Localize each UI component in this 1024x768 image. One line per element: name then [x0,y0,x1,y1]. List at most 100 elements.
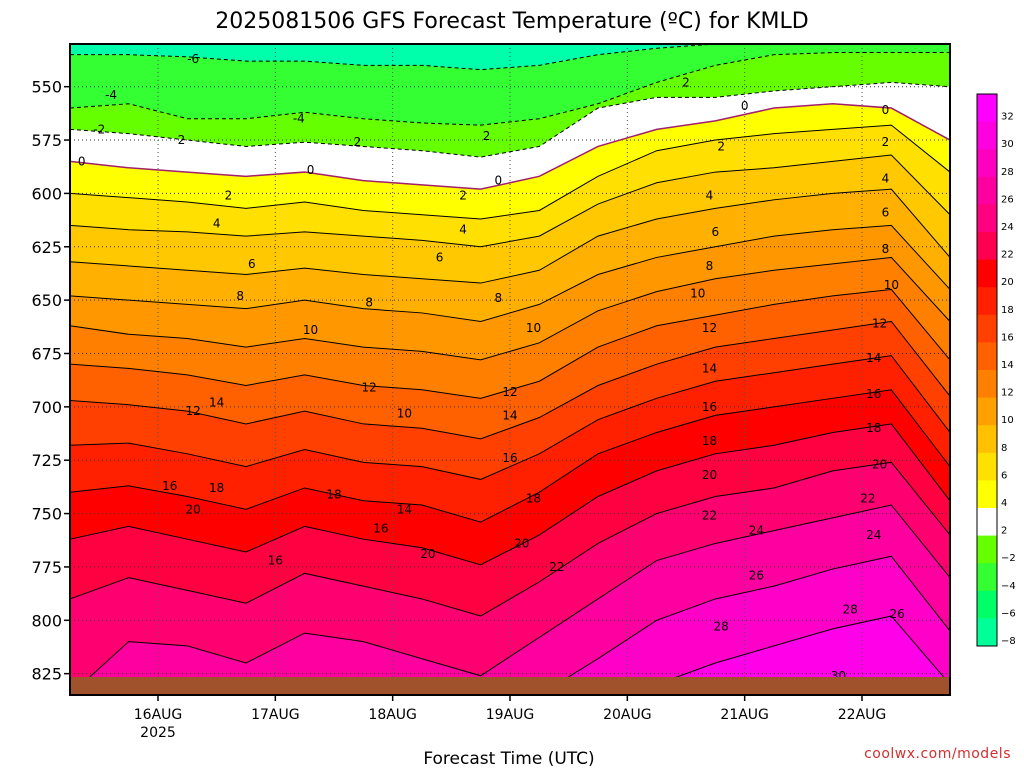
colorbar-label: 22 [1001,250,1014,261]
temperature-bands [70,44,950,696]
contour-label: 4 [706,189,714,203]
contour-label: 16 [268,554,283,568]
contour-label: 20 [702,468,717,482]
contour-label: 20 [186,502,201,516]
band-above-28 [70,616,950,695]
colorbar-label: −2 [1001,553,1016,564]
y-tick-label: 675 [31,344,62,363]
contour-label: 20 [420,547,435,561]
colorbar-label: 32 [1001,112,1014,123]
x-axis-title: Forecast Time (UTC) [423,749,594,768]
contour-label: 6 [248,257,256,271]
y-tick-label: 700 [31,398,62,417]
y-tick-label: 625 [31,238,62,257]
contour-label: 16 [702,400,717,414]
colorbar-label: 12 [1001,388,1014,399]
contour-22 [69,461,951,617]
colorbar-swatch [977,259,997,288]
x-tick-sublabel: 2025 [140,725,176,741]
y-tick-label: 650 [31,291,62,310]
contour-label: 0 [307,163,315,177]
contour-label: 0 [78,154,86,168]
chart-title: 2025081506 GFS Forecast Temperature (ºC)… [215,9,808,34]
contour-label: 4 [459,223,467,237]
contour-24 [69,504,951,696]
contour-label: 8 [706,259,714,273]
x-tick-label: 21AUG [720,707,769,723]
contour-4 [69,154,951,248]
contour-label: 6 [436,250,444,264]
contour-label: -4 [105,88,117,102]
y-tick-label: 750 [31,505,62,524]
contour-2 [69,124,951,220]
contour-label: 4 [882,171,890,185]
colorbar-label: 26 [1001,194,1014,205]
contour-label: 22 [702,509,717,523]
x-tick-label: 17AUG [251,707,300,723]
x-tick-label: 20AUG [603,707,652,723]
contour-label: 28 [714,620,729,634]
colorbar-swatch [977,618,997,647]
colorbar-swatch [977,232,997,261]
contour-label: 8 [882,242,890,256]
contour-label: 12 [186,404,201,418]
grid-lines [70,44,950,695]
colorbar-swatch [977,425,997,454]
colorbar-swatch [977,342,997,371]
y-tick-label: 775 [31,558,62,577]
contour-label: 24 [749,524,764,538]
x-tick-label: 16AUG [134,707,183,723]
colorbar-swatch [977,563,997,592]
contour-labels: -6-4-202-4202468101214162018161816142086… [78,52,905,683]
contour-label: 22 [860,492,875,506]
contour-label: 12 [702,321,717,335]
colorbar-label: 8 [1001,443,1007,454]
colorbar-label: −6 [1001,608,1016,619]
contour-label: 0 [494,174,502,188]
contour-label: 2 [882,135,890,149]
contour-label: 16 [373,522,388,536]
colorbar-label: −4 [1001,581,1016,592]
contour-label: 18 [866,421,881,435]
contour-label: 2 [178,133,186,147]
contour-12 [69,288,951,399]
contour-label: 10 [526,321,541,335]
colorbar-swatch [977,149,997,178]
contour-6 [69,188,951,284]
contour-label: 0 [882,103,890,117]
colorbar-frame [976,93,998,647]
contour-label: 0 [741,99,749,113]
colorbar-label: 28 [1001,167,1014,178]
contour-label: 14 [397,502,412,516]
colorbar-swatch [977,535,997,564]
contour-label: 2 [483,129,491,143]
colorbar-label: 10 [1001,415,1014,426]
contour-label: 2 [354,135,362,149]
contour-label: 16 [502,451,517,465]
colorbar-swatch [977,480,997,509]
y-tick-label: 575 [31,131,62,150]
colorbar-swatch [977,452,997,481]
contour-label: 18 [526,492,541,506]
contour-label: 20 [514,536,529,550]
contour-label: -2 [93,122,105,136]
colorbar-label: 2 [1001,526,1007,537]
contour-label: 10 [690,287,705,301]
colorbar-swatch [977,508,997,537]
contour-label: 12 [872,317,887,331]
contour--4 [69,52,950,126]
x-tick-label: 22AUG [838,707,887,723]
x-axis: 16AUG 2025 17AUG 18AUG 19AUG 20AUG 21AUG 22AUG [134,695,887,741]
colorbar-label: 6 [1001,470,1007,481]
contour-label: 20 [872,457,887,471]
contour-20 [69,423,951,566]
contour-label: 2 [682,75,690,89]
colorbar-label: 16 [1001,332,1014,343]
colorbar: 32 30 28 26 24 22 20 18 16 14 12 10 8 6 4 2 −2 −4 −6 −8 [976,93,1016,647]
colorbar-label: 4 [1001,498,1007,509]
contour-14 [69,320,951,440]
contour-label: 14 [702,361,717,375]
credit-link[interactable]: coolwx.com/models [864,746,1011,762]
contour-0 [69,103,951,190]
